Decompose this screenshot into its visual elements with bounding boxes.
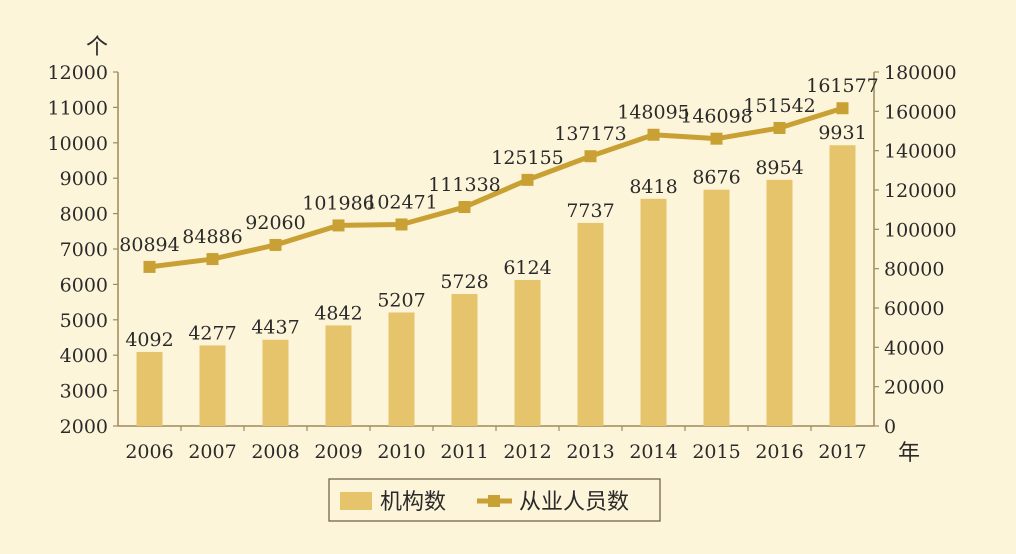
bar [640,198,667,426]
left-tick-label: 5000 [60,310,108,332]
bar [514,280,541,426]
left-tick-label: 12000 [48,62,108,84]
left-tick-label: 4000 [60,345,108,367]
bar [136,351,163,426]
bar [703,189,730,426]
legend-swatch-marker [488,495,500,507]
bar-data-label: 7737 [566,200,614,222]
line-point [206,253,219,266]
left-tick-label: 6000 [60,274,108,296]
left-tick-label: 10000 [48,133,108,155]
line-data-label: 84886 [182,226,242,248]
line-data-label: 111338 [428,174,501,196]
x-tick-label: 2012 [503,441,551,463]
left-tick-label: 8000 [60,204,108,226]
right-tick-label: 20000 [884,377,944,399]
left-tick-label: 7000 [60,239,108,261]
line-data-label: 101986 [302,192,375,214]
right-tick-label: 40000 [884,337,944,359]
right-tick-label: 0 [884,416,896,438]
left-tick-label: 11000 [48,97,108,119]
line-data-label: 137173 [554,123,627,145]
bar [262,339,289,426]
line-point [269,238,282,251]
line-data-label: 125155 [491,147,564,169]
bar-data-label: 8418 [629,176,677,198]
bar-data-label: 6124 [503,257,551,279]
bar-data-label: 4092 [125,329,173,351]
x-axis-unit: 年 [898,441,920,466]
bar [199,345,226,426]
line-data-label: 146098 [680,106,753,128]
line-point [710,132,723,145]
legend-swatch-bar [340,492,372,510]
line-data-label: 151542 [743,95,816,117]
line-data-label: 102471 [365,191,438,213]
x-tick-label: 2013 [566,441,614,463]
bar-data-label: 4277 [188,322,236,344]
right-tick-label: 80000 [884,259,944,281]
bar-data-label: 4842 [314,302,362,324]
right-tick-label: 140000 [884,141,957,163]
bar-data-label: 9931 [818,122,866,144]
x-tick-label: 2011 [440,441,488,463]
legend-label-line: 从业人员数 [519,490,629,515]
right-tick-label: 100000 [884,219,957,241]
bar-data-label: 4437 [251,317,299,339]
line-point [143,260,156,273]
line-point [773,121,786,134]
line-point [521,173,534,186]
left-axis-unit: 个 [86,35,108,60]
line-data-label: 80894 [119,234,179,256]
legend-label-bar: 机构数 [380,490,446,515]
x-tick-label: 2016 [755,441,803,463]
right-tick-label: 160000 [884,101,957,123]
line-point [647,128,660,141]
legend-box [328,478,661,522]
bar [577,222,604,426]
line-point [584,150,597,163]
bar-data-label: 5207 [377,289,425,311]
line-data-label: 161577 [806,75,879,97]
bar-data-label: 5728 [440,271,488,293]
line-series [149,105,844,270]
bar [388,312,415,426]
x-tick-label: 2015 [692,441,740,463]
right-tick-label: 120000 [884,180,957,202]
x-tick-label: 2006 [125,441,173,463]
left-tick-label: 9000 [60,168,108,190]
bar [829,145,856,426]
x-tick-label: 2008 [251,441,299,463]
left-tick-label: 3000 [60,381,108,403]
bar [766,179,793,426]
line-point [332,219,345,232]
line-point [836,102,849,115]
bar [325,325,352,426]
left-tick-label: 2000 [60,416,108,438]
line-data-label: 92060 [245,212,305,234]
right-tick-label: 180000 [884,62,957,84]
x-tick-label: 2014 [629,441,677,463]
bar-data-label: 8676 [692,167,740,189]
x-tick-label: 2007 [188,441,236,463]
line-point [395,218,408,231]
x-tick-label: 2009 [314,441,362,463]
x-tick-label: 2010 [377,441,425,463]
x-tick-label: 2017 [818,441,866,463]
line-data-label: 148095 [617,102,690,124]
right-tick-label: 60000 [884,298,944,320]
bar [451,294,478,426]
line-point [458,201,471,214]
bar-data-label: 8954 [755,157,803,179]
